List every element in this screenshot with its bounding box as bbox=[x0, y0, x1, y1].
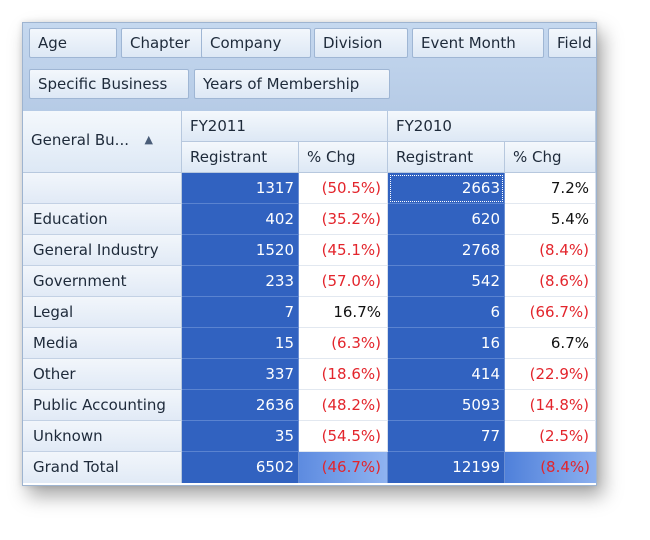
column-group-fy2010[interactable]: FY2010 bbox=[388, 111, 596, 142]
grand-total-fy2011-registrant[interactable]: 6502 bbox=[182, 452, 299, 483]
cell-fy2010-pct-chg[interactable]: (2.5%) bbox=[505, 421, 596, 452]
triangle-up-icon[interactable]: ▲ bbox=[144, 133, 153, 146]
row-header[interactable]: Education bbox=[23, 204, 182, 235]
cell-fy2011-registrant[interactable]: 337 bbox=[182, 359, 299, 390]
filter-area: Age Chapter Company Division Event Month… bbox=[23, 23, 596, 112]
row-header[interactable]: Unknown bbox=[23, 421, 182, 452]
cell-fy2011-registrant[interactable]: 1520 bbox=[182, 235, 299, 266]
cell-fy2010-pct-chg[interactable]: 6.7% bbox=[505, 328, 596, 359]
cell-fy2011-registrant[interactable]: 35 bbox=[182, 421, 299, 452]
grand-total-fy2010-registrant[interactable]: 12199 bbox=[388, 452, 505, 483]
cell-fy2010-registrant[interactable]: 77 bbox=[388, 421, 505, 452]
filter-field-division[interactable]: Division bbox=[314, 28, 408, 58]
cell-fy2011-pct-chg[interactable]: (50.5%) bbox=[299, 173, 388, 204]
cell-fy2011-registrant[interactable]: 15 bbox=[182, 328, 299, 359]
cell-fy2011-pct-chg[interactable]: 16.7% bbox=[299, 297, 388, 328]
cell-fy2010-pct-chg[interactable]: (66.7%) bbox=[505, 297, 596, 328]
cell-fy2010-pct-chg[interactable]: 7.2% bbox=[505, 173, 596, 204]
column-group-fy2011[interactable]: FY2011 bbox=[182, 111, 388, 142]
cell-fy2010-registrant[interactable]: 542 bbox=[388, 266, 505, 297]
filter-field-specific-business[interactable]: Specific Business bbox=[29, 69, 189, 99]
grand-total-fy2010-pct[interactable]: (8.4%) bbox=[505, 452, 596, 483]
measure-header-registrant-fy2011[interactable]: Registrant bbox=[182, 142, 299, 173]
pivot-grid: Age Chapter Company Division Event Month… bbox=[22, 22, 597, 486]
cell-fy2011-pct-chg[interactable]: (6.3%) bbox=[299, 328, 388, 359]
measure-header-pct-chg-fy2010[interactable]: % Chg bbox=[505, 142, 596, 173]
filter-field-age[interactable]: Age bbox=[29, 28, 117, 58]
cell-fy2010-registrant[interactable]: 5093 bbox=[388, 390, 505, 421]
row-header[interactable]: Legal bbox=[23, 297, 182, 328]
cell-fy2010-registrant[interactable]: 6 bbox=[388, 297, 505, 328]
cell-fy2010-registrant[interactable]: 16 bbox=[388, 328, 505, 359]
cell-fy2011-pct-chg[interactable]: (54.5%) bbox=[299, 421, 388, 452]
cell-fy2010-pct-chg[interactable]: (8.4%) bbox=[505, 235, 596, 266]
grand-total-fy2011-pct[interactable]: (46.7%) bbox=[299, 452, 388, 483]
cell-fy2010-registrant[interactable]: 620 bbox=[388, 204, 505, 235]
row-header[interactable]: Other bbox=[23, 359, 182, 390]
cell-fy2011-pct-chg[interactable]: (18.6%) bbox=[299, 359, 388, 390]
cell-fy2010-pct-chg[interactable]: (8.6%) bbox=[505, 266, 596, 297]
cell-fy2011-pct-chg[interactable]: (45.1%) bbox=[299, 235, 388, 266]
cell-fy2011-registrant[interactable]: 402 bbox=[182, 204, 299, 235]
grand-total-label: Grand Total bbox=[23, 452, 182, 483]
cell-fy2011-pct-chg[interactable]: (57.0%) bbox=[299, 266, 388, 297]
cell-fy2011-registrant[interactable]: 2636 bbox=[182, 390, 299, 421]
cell-fy2010-pct-chg[interactable]: (14.8%) bbox=[505, 390, 596, 421]
cell-fy2011-registrant[interactable]: 233 bbox=[182, 266, 299, 297]
row-header[interactable]: General Industry bbox=[23, 235, 182, 266]
cell-fy2010-registrant[interactable]: 2768 bbox=[388, 235, 505, 266]
filter-field-event-month[interactable]: Event Month bbox=[412, 28, 544, 58]
cell-fy2011-registrant[interactable]: 7 bbox=[182, 297, 299, 328]
filter-field-years-of-membership[interactable]: Years of Membership bbox=[194, 69, 390, 99]
row-header[interactable] bbox=[23, 173, 182, 204]
cell-fy2011-registrant[interactable]: 1317 bbox=[182, 173, 299, 204]
filter-field-company[interactable]: Company bbox=[201, 28, 311, 58]
measure-header-pct-chg-fy2011[interactable]: % Chg bbox=[299, 142, 388, 173]
filter-field-field[interactable]: Field bbox=[548, 28, 596, 58]
row-header[interactable]: Public Accounting bbox=[23, 390, 182, 421]
measure-header-registrant-fy2010[interactable]: Registrant bbox=[388, 142, 505, 173]
cell-fy2010-registrant[interactable]: 414 bbox=[388, 359, 505, 390]
cell-fy2010-registrant[interactable]: 2663 bbox=[388, 173, 505, 204]
cell-fy2011-pct-chg[interactable]: (48.2%) bbox=[299, 390, 388, 421]
row-header[interactable]: Media bbox=[23, 328, 182, 359]
cell-fy2011-pct-chg[interactable]: (35.2%) bbox=[299, 204, 388, 235]
cell-fy2010-pct-chg[interactable]: 5.4% bbox=[505, 204, 596, 235]
cell-fy2010-pct-chg[interactable]: (22.9%) bbox=[505, 359, 596, 390]
row-header[interactable]: Government bbox=[23, 266, 182, 297]
row-field-header[interactable]: General Bu... ▲ bbox=[23, 111, 182, 173]
row-field-label: General Bu... bbox=[31, 131, 129, 149]
